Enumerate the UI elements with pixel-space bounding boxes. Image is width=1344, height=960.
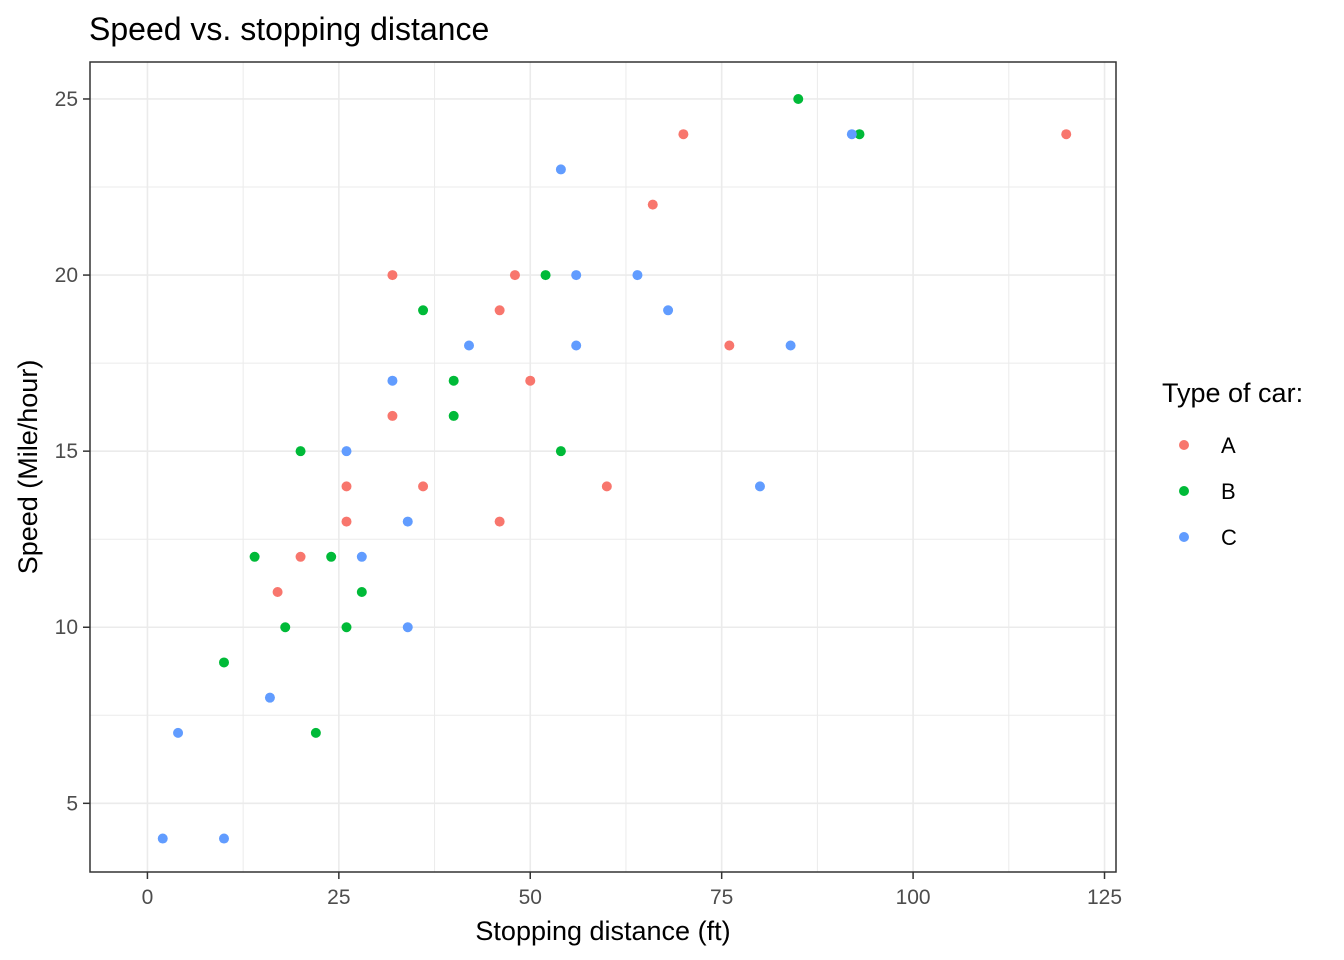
data-point-b [218, 657, 229, 668]
data-point-a [387, 410, 398, 421]
data-point-b [448, 375, 459, 386]
data-point-b [280, 622, 291, 633]
y-tick-label: 15 [55, 440, 78, 463]
data-point-a [494, 516, 505, 527]
x-axis-ticks: 0 25 50 75 100 125 [142, 872, 1122, 909]
data-point-b [249, 551, 260, 562]
y-tick-label: 5 [66, 792, 78, 815]
data-point-b [540, 270, 551, 281]
data-point-c [356, 551, 367, 562]
legend-label-b: B [1221, 479, 1236, 504]
data-point-c [402, 622, 413, 633]
y-tick-label: 25 [55, 88, 78, 111]
data-point-c [173, 727, 184, 738]
legend-key-c [1179, 532, 1189, 542]
y-axis-title: Speed (Mile/hour) [13, 360, 43, 575]
plot-panel-border [89, 61, 1117, 873]
data-point-b [854, 129, 865, 140]
x-axis-title: Stopping distance (ft) [475, 916, 730, 946]
data-point-c [754, 481, 765, 492]
data-point-c [571, 340, 582, 351]
y-tick-label: 10 [55, 616, 78, 639]
data-point-a [341, 481, 352, 492]
legend-key-b [1179, 486, 1189, 496]
data-point-a [525, 375, 536, 386]
x-tick-label: 75 [710, 886, 733, 909]
data-point-c [632, 270, 643, 281]
data-point-b [295, 446, 306, 457]
data-point-b [341, 622, 352, 633]
x-tick-label: 0 [142, 886, 154, 909]
legend-label-c: C [1221, 525, 1237, 550]
data-point-a [601, 481, 612, 492]
data-point-c [218, 833, 229, 844]
data-point-a [341, 516, 352, 527]
legend-key-a [1179, 440, 1189, 450]
data-point-b [356, 587, 367, 598]
data-point-a [418, 481, 429, 492]
data-point-a [509, 270, 520, 281]
data-point-c [846, 129, 857, 140]
x-tick-label: 125 [1087, 886, 1122, 909]
x-tick-label: 100 [896, 886, 931, 909]
data-point-b [418, 305, 429, 316]
major-grid [90, 62, 1116, 872]
data-point-a [678, 129, 689, 140]
data-point-c [157, 833, 168, 844]
data-point-c [387, 375, 398, 386]
data-point-c [571, 270, 582, 281]
y-tick-label: 20 [55, 264, 78, 287]
data-point-b [793, 93, 804, 104]
data-point-c [402, 516, 413, 527]
data-point-c [785, 340, 796, 351]
chart-title: Speed vs. stopping distance [89, 11, 489, 47]
legend-title: Type of car: [1162, 378, 1303, 408]
data-point-b [448, 410, 459, 421]
data-point-a [724, 340, 735, 351]
legend-label-a: A [1221, 433, 1236, 458]
y-axis-ticks: 5 10 15 20 25 [55, 88, 90, 815]
data-point-b [326, 551, 337, 562]
data-point-a [1061, 129, 1072, 140]
data-point-c [264, 692, 275, 703]
minor-grid [90, 62, 1116, 872]
data-point-b [555, 446, 566, 457]
data-point-c [663, 305, 674, 316]
x-tick-label: 25 [327, 886, 350, 909]
data-point-b [310, 727, 321, 738]
data-point-c [464, 340, 475, 351]
data-points [157, 93, 1072, 844]
data-point-c [555, 164, 566, 175]
legend: Type of car: ABC [1162, 378, 1303, 550]
data-point-a [387, 270, 398, 281]
data-point-a [295, 551, 306, 562]
data-point-c [341, 446, 352, 457]
data-point-a [494, 305, 505, 316]
data-point-a [647, 199, 658, 210]
x-tick-label: 50 [519, 886, 542, 909]
data-point-a [272, 587, 283, 598]
